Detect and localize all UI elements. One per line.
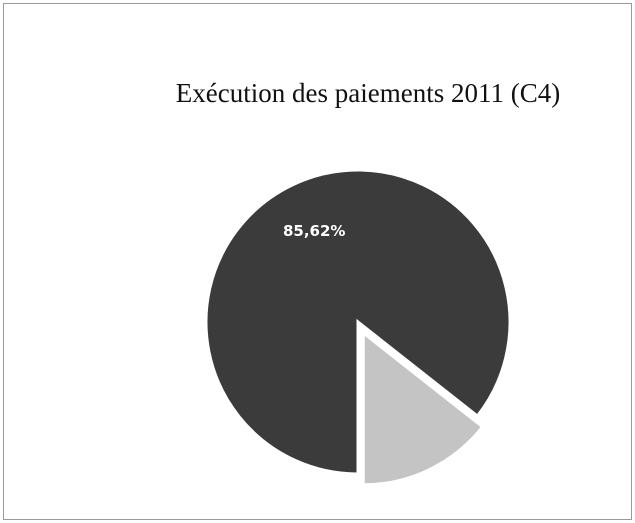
pie-slice bbox=[361, 329, 485, 487]
value-label: 85,62% bbox=[283, 222, 345, 240]
pie-slice bbox=[204, 168, 512, 476]
chart-title: Exécution des paiements 2011 (C4) bbox=[176, 78, 560, 108]
